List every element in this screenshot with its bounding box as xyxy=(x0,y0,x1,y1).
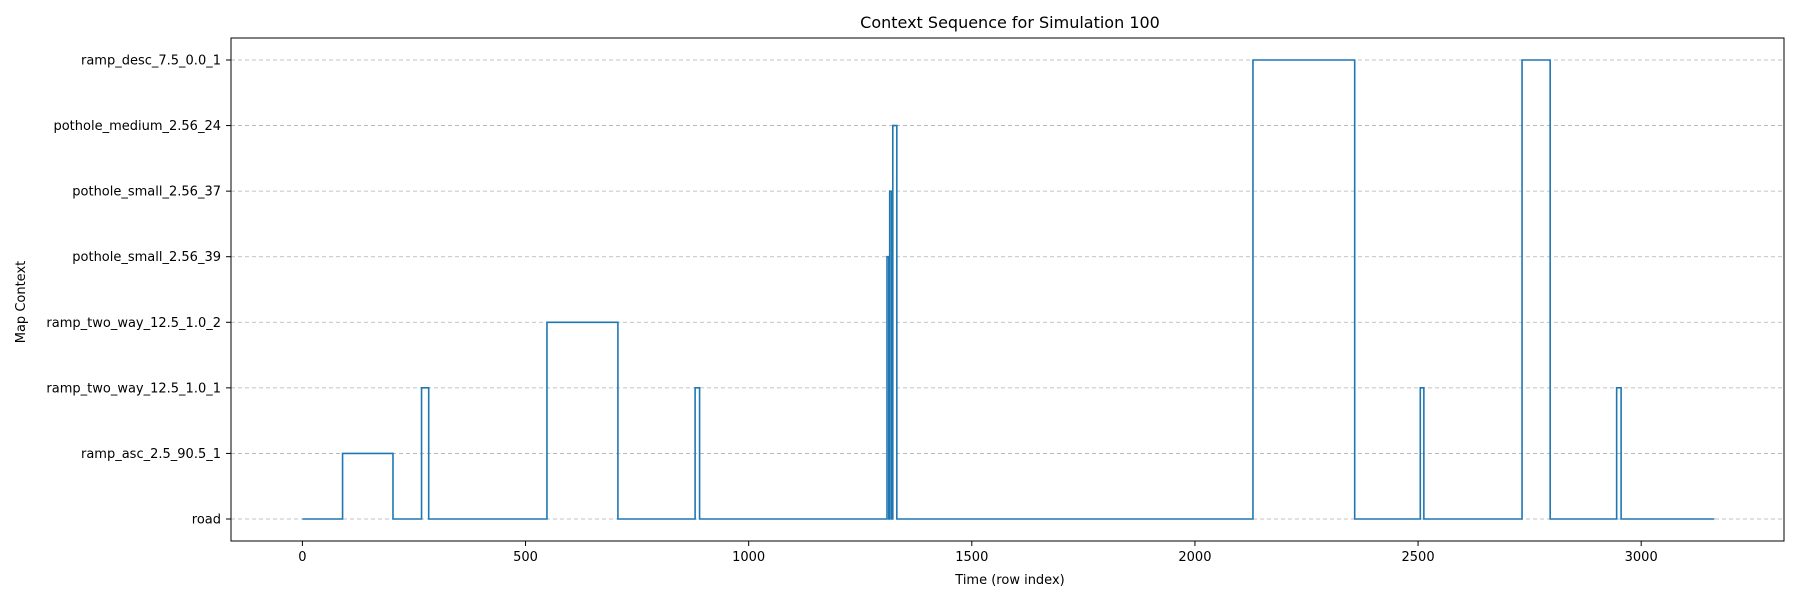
y-axis-label: Map Context xyxy=(14,261,29,344)
y-tick-label: pothole_small_2.56_37 xyxy=(72,185,221,200)
y-tick-label: pothole_small_2.56_39 xyxy=(72,250,221,265)
y-tick-label: road xyxy=(192,513,221,528)
x-tick-label: 2000 xyxy=(1178,550,1211,565)
x-tick-label: 1000 xyxy=(732,550,765,565)
y-tick-label: ramp_two_way_12.5_1.0_2 xyxy=(46,316,221,331)
y-tick-label: ramp_asc_2.5_90.5_1 xyxy=(81,447,221,462)
x-tick-label: 500 xyxy=(513,550,538,565)
x-tick-label: 0 xyxy=(298,550,306,565)
y-tick-label: ramp_desc_7.5_0.0_1 xyxy=(81,54,221,69)
y-gridlines xyxy=(231,59,1784,520)
x-axis-label: Time (row index) xyxy=(954,573,1064,588)
x-tick-label: 2500 xyxy=(1402,550,1435,565)
x-tick-label: 1500 xyxy=(955,550,988,565)
series-line xyxy=(302,59,1715,520)
y-axis-ticks: road ramp_asc_2.5_90.5_1 ramp_two_way_12.5… xyxy=(46,54,231,528)
y-tick-label: pothole_medium_2.56_24 xyxy=(53,119,221,134)
chart-title: Context Sequence for Simulation 100 xyxy=(860,13,1160,32)
plot-frame xyxy=(230,37,1785,542)
x-tick-label: 3000 xyxy=(1625,550,1658,565)
y-tick-label: ramp_two_way_12.5_1.0_1 xyxy=(46,381,221,396)
series-layer xyxy=(302,59,1715,520)
x-axis-ticks: 0 500 1000 1500 2000 2500 3000 xyxy=(298,541,1658,565)
